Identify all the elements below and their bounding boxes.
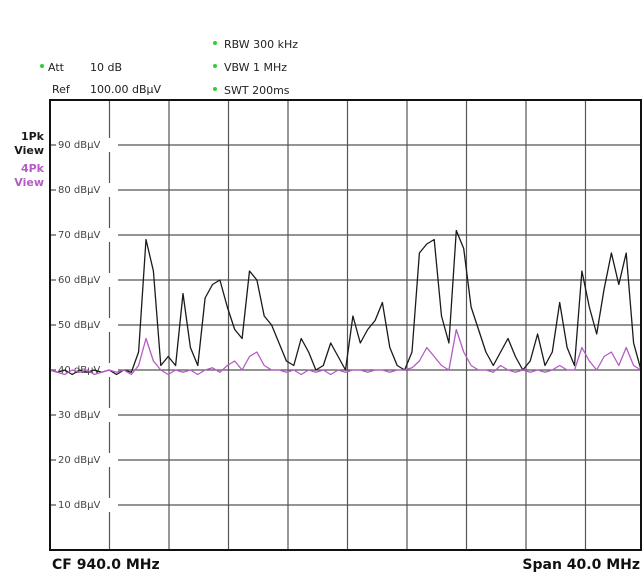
setting-label: Att bbox=[48, 61, 65, 74]
tick-label-bg bbox=[56, 408, 118, 422]
setting-value: 100.00 dBμV bbox=[90, 83, 162, 96]
status-dot bbox=[213, 41, 217, 45]
setting-value: 10 dB bbox=[90, 61, 122, 74]
y-tick-label: 50 dBμV bbox=[58, 320, 100, 331]
plot-frame bbox=[49, 99, 642, 551]
y-tick-label: 10 dBμV bbox=[58, 500, 100, 511]
trace bbox=[49, 328, 642, 376]
tick-label-bg bbox=[56, 138, 118, 152]
tick-label-bg bbox=[56, 183, 118, 197]
setting: SWT 200ms bbox=[224, 84, 290, 97]
status-dot bbox=[213, 87, 217, 91]
center-frequency: CF 940.0 MHz bbox=[52, 557, 160, 573]
y-tick-label: 20 dBμV bbox=[58, 455, 100, 466]
y-tick-label: 90 dBμV bbox=[58, 140, 100, 151]
tick-label-bg bbox=[56, 498, 118, 512]
tick-label-bg bbox=[56, 273, 118, 287]
trace bbox=[49, 229, 642, 376]
tick-label-bg bbox=[56, 453, 118, 467]
tick-label-bg bbox=[56, 318, 118, 332]
span: Span 40.0 MHz bbox=[522, 557, 640, 573]
y-tick-label: 80 dBμV bbox=[58, 185, 100, 196]
y-tick-label: 30 dBμV bbox=[58, 410, 100, 421]
status-dot bbox=[40, 64, 44, 68]
status-dot bbox=[213, 64, 217, 68]
setting: VBW 1 MHz bbox=[224, 61, 287, 74]
y-tick-label: 70 dBμV bbox=[58, 230, 100, 241]
setting: RBW 300 kHz bbox=[224, 38, 298, 51]
tick-label-bg bbox=[56, 228, 118, 242]
legend-entry: 4Pk View bbox=[14, 162, 44, 189]
y-tick-label: 60 dBμV bbox=[58, 275, 100, 286]
legend-entry: 1Pk View bbox=[14, 130, 44, 157]
setting-label: Ref bbox=[52, 83, 71, 96]
